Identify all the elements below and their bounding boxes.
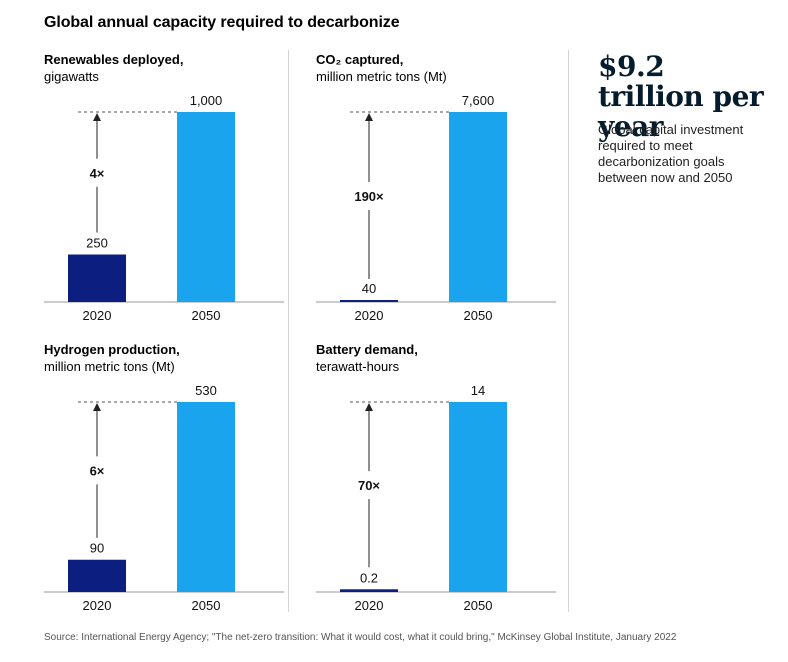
headline-description: Global capital investment required to me…: [598, 122, 744, 185]
panel-unit: million metric tons (Mt): [316, 69, 447, 84]
panel-title: CO₂ captured,: [316, 52, 404, 67]
panel-co2-captured: CO₂ captured, million metric tons (Mt) 4…: [316, 52, 556, 323]
chart-title: Global annual capacity required to decar…: [44, 14, 400, 31]
multiplier-label: 4×: [90, 166, 105, 181]
arrow-up-icon: [93, 403, 101, 411]
value-label-2020: 250: [86, 236, 108, 251]
panel-title: Hydrogen production,: [44, 342, 180, 357]
panel-renewables: Renewables deployed, gigawatts 250 2020 1,…: [44, 52, 284, 323]
value-label-2020: 90: [90, 541, 104, 556]
bar-2050: [177, 112, 235, 302]
bar-2020: [68, 559, 126, 592]
value-label-2050: 14: [471, 383, 485, 398]
bar-chart-co2: 40 2020 7,600 2050 190×: [316, 93, 556, 323]
bar-2050: [177, 402, 235, 592]
panel-unit: million metric tons (Mt): [44, 359, 175, 374]
value-label-2050: 7,600: [462, 93, 495, 108]
bar-2050: [449, 112, 507, 302]
bar-2020: [340, 589, 398, 592]
panel-unit: gigawatts: [44, 69, 99, 84]
panel-title: Battery demand,: [316, 342, 418, 357]
category-label-2020: 2020: [355, 308, 384, 323]
value-label-2020: 40: [362, 281, 376, 296]
divider-vertical-right: [568, 50, 569, 612]
source-note: Source: International Energy Agency; "Th…: [44, 632, 677, 643]
category-label-2020: 2020: [83, 598, 112, 613]
category-label-2050: 2050: [192, 308, 221, 323]
panel-hydrogen: Hydrogen production, million metric tons…: [44, 342, 284, 613]
multiplier-label: 190×: [354, 189, 384, 204]
bar-chart-renewables: 250 2020 1,000 2050 4×: [44, 93, 284, 323]
bar-chart-battery: 0.2 2020 14 2050 70×: [316, 383, 556, 613]
category-label-2050: 2050: [464, 598, 493, 613]
panel-title: Renewables deployed,: [44, 52, 184, 67]
category-label-2020: 2020: [355, 598, 384, 613]
arrow-up-icon: [365, 403, 373, 411]
divider-vertical-left: [288, 50, 289, 612]
arrow-up-icon: [93, 113, 101, 121]
headline-amount: $9.2 trillion per year: [598, 50, 764, 143]
value-label-2050: 530: [195, 383, 217, 398]
category-label-2050: 2050: [192, 598, 221, 613]
category-label-2020: 2020: [83, 308, 112, 323]
category-label-2050: 2050: [464, 308, 493, 323]
bar-2020: [340, 300, 398, 302]
bar-chart-hydrogen: 90 2020 530 2050 6×: [44, 383, 284, 613]
panel-battery: Battery demand, terawatt-hours 0.2 2020 14…: [316, 342, 556, 613]
value-label-2020: 0.2: [360, 570, 378, 585]
multiplier-label: 70×: [358, 478, 380, 493]
bar-2020: [68, 254, 126, 302]
panel-unit: terawatt-hours: [316, 359, 400, 374]
multiplier-label: 6×: [90, 463, 105, 478]
bar-2050: [449, 402, 507, 592]
arrow-up-icon: [365, 113, 373, 121]
value-label-2050: 1,000: [190, 93, 223, 108]
